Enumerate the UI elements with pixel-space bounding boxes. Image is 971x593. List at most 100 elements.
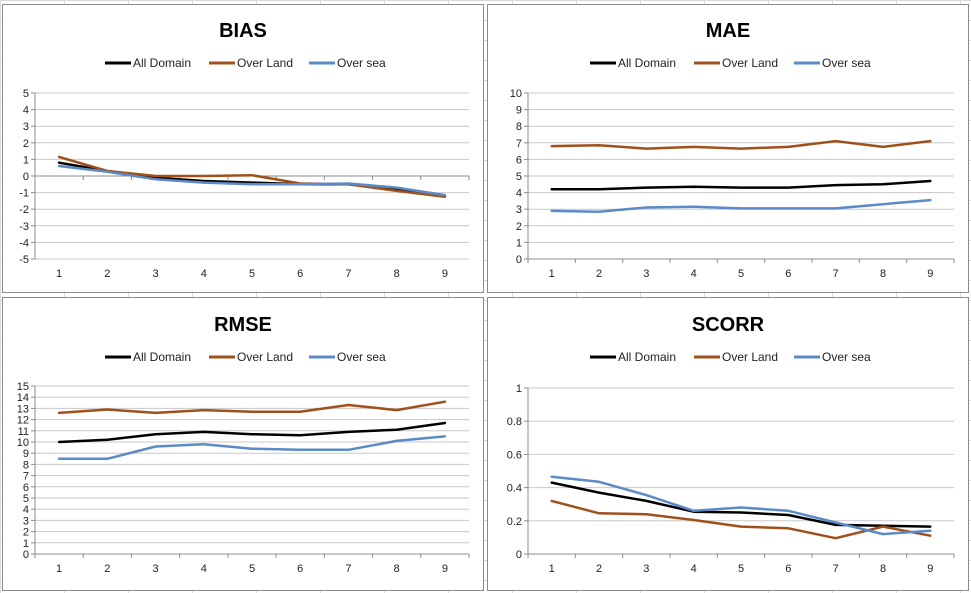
x-tick-label: 1 xyxy=(56,268,62,280)
x-tick-label: 1 xyxy=(56,563,62,575)
legend-label: Over sea xyxy=(337,56,386,70)
y-tick-label: 0.6 xyxy=(507,449,522,461)
x-tick-label: 2 xyxy=(104,268,110,280)
legend-label: Over Land xyxy=(237,56,293,70)
y-tick-label: 12 xyxy=(17,415,29,427)
x-tick-label: 9 xyxy=(927,268,933,280)
x-tick-label: 4 xyxy=(201,563,207,575)
x-tick-label: 8 xyxy=(880,268,886,280)
y-tick-label: 3 xyxy=(23,515,29,527)
y-tick-label: 14 xyxy=(17,392,29,404)
y-tick-label: 8 xyxy=(23,459,29,471)
x-tick-label: 1 xyxy=(549,563,555,575)
x-tick-label: 3 xyxy=(152,268,158,280)
y-tick-label: 11 xyxy=(18,426,29,438)
x-tick-label: 9 xyxy=(927,563,933,575)
y-tick-label: 9 xyxy=(23,448,29,460)
y-tick-label: 13 xyxy=(17,403,29,415)
series-line-all-domain xyxy=(550,179,932,191)
series-line-all-domain xyxy=(550,481,932,528)
x-tick-label: 8 xyxy=(394,268,400,280)
x-tick-label: 1 xyxy=(549,268,555,280)
y-tick-label: 0 xyxy=(23,171,29,183)
x-tick-label: 2 xyxy=(596,268,602,280)
y-tick-label: 0.8 xyxy=(507,416,522,428)
y-tick-label: 5 xyxy=(516,171,522,183)
y-tick-label: 1 xyxy=(516,237,522,249)
x-tick-label: 5 xyxy=(738,268,744,280)
legend-label: All Domain xyxy=(618,56,676,70)
series-line-over-sea xyxy=(57,435,447,461)
series-line-over-sea xyxy=(550,475,932,536)
y-tick-label: 6 xyxy=(516,154,522,166)
y-tick-label: 0.4 xyxy=(507,483,522,495)
series-line-over-land xyxy=(550,139,932,150)
series-line-all-domain xyxy=(57,421,447,444)
y-tick-label: 15 xyxy=(17,381,29,393)
series-line-over-land xyxy=(57,155,447,199)
chart-title: SCORR xyxy=(692,314,765,336)
x-tick-label: 6 xyxy=(297,563,303,575)
y-tick-label: -3 xyxy=(19,221,29,233)
y-tick-label: 0 xyxy=(23,549,29,561)
y-tick-label: 5 xyxy=(23,493,29,505)
x-tick-label: 8 xyxy=(394,563,400,575)
x-tick-label: 3 xyxy=(643,563,649,575)
legend-label: Over Land xyxy=(722,350,778,364)
y-tick-label: 1 xyxy=(23,154,29,166)
x-tick-label: 2 xyxy=(104,563,110,575)
x-tick-label: 7 xyxy=(345,268,351,280)
series-line-over-sea xyxy=(550,198,932,213)
y-tick-label: 5 xyxy=(23,88,29,100)
series-line-over-sea xyxy=(57,164,447,197)
legend-label: Over sea xyxy=(337,350,386,364)
y-tick-label: 0 xyxy=(516,254,522,266)
x-tick-label: 7 xyxy=(833,563,839,575)
x-tick-label: 4 xyxy=(691,563,697,575)
legend-label: All Domain xyxy=(133,350,191,364)
x-tick-label: 4 xyxy=(691,268,697,280)
chart-panel-bias[interactable]: BIAS All Domain Over Land Over sea 5 4 3 2 1 0 -1 -… xyxy=(2,4,484,293)
y-tick-label: 7 xyxy=(516,138,522,150)
y-tick-label: 2 xyxy=(516,221,522,233)
x-tick-label: 6 xyxy=(785,268,791,280)
y-tick-label: 3 xyxy=(23,121,29,133)
series-line-over-land xyxy=(57,400,447,415)
chart-title: RMSE xyxy=(214,314,272,336)
legend-label: Over Land xyxy=(237,350,293,364)
y-tick-label: 2 xyxy=(23,138,29,150)
x-tick-label: 3 xyxy=(152,563,158,575)
x-tick-label: 5 xyxy=(738,563,744,575)
y-tick-label: -1 xyxy=(19,188,29,200)
chart-title: BIAS xyxy=(219,20,267,42)
x-tick-label: 6 xyxy=(297,268,303,280)
chart-panel-mae[interactable]: MAE All Domain Over Land Over sea 10 9 8 7 6 5 4 3 2… xyxy=(487,4,969,293)
x-tick-label: 2 xyxy=(596,563,602,575)
chart-panel-rmse[interactable]: RMSE All Domain Over Land Over sea 15 14 13 12 1… xyxy=(2,297,484,591)
legend-label: All Domain xyxy=(133,56,191,70)
y-tick-label: 6 xyxy=(23,482,29,494)
x-tick-label: 8 xyxy=(880,563,886,575)
y-tick-label: 3 xyxy=(516,204,522,216)
chart-svg: BIAS All Domain Over Land Over sea 5 4 3 2 1 0 -1 -… xyxy=(19,20,470,280)
legend-label: All Domain xyxy=(618,350,676,364)
y-tick-label: -2 xyxy=(19,204,29,216)
y-tick-label: -5 xyxy=(19,254,29,266)
x-tick-label: 5 xyxy=(249,268,255,280)
chart-title: MAE xyxy=(706,20,750,42)
y-tick-label: 0.2 xyxy=(507,516,522,528)
chart-svg: SCORR All Domain Over Land Over sea 1 0.8 0.6 0… xyxy=(507,314,955,575)
y-tick-label: 10 xyxy=(17,437,29,449)
y-tick-label: 0 xyxy=(516,549,522,561)
legend-label: Over Land xyxy=(722,56,778,70)
x-tick-label: 7 xyxy=(833,268,839,280)
y-tick-label: 8 xyxy=(516,121,522,133)
x-tick-label: 6 xyxy=(785,563,791,575)
x-tick-label: 5 xyxy=(249,563,255,575)
chart-panel-scorr[interactable]: SCORR All Domain Over Land Over sea 1 0.8 0.6 0… xyxy=(487,297,969,591)
series-line-all-domain xyxy=(57,161,447,198)
x-tick-label: 3 xyxy=(643,268,649,280)
y-tick-label: 4 xyxy=(23,504,29,516)
